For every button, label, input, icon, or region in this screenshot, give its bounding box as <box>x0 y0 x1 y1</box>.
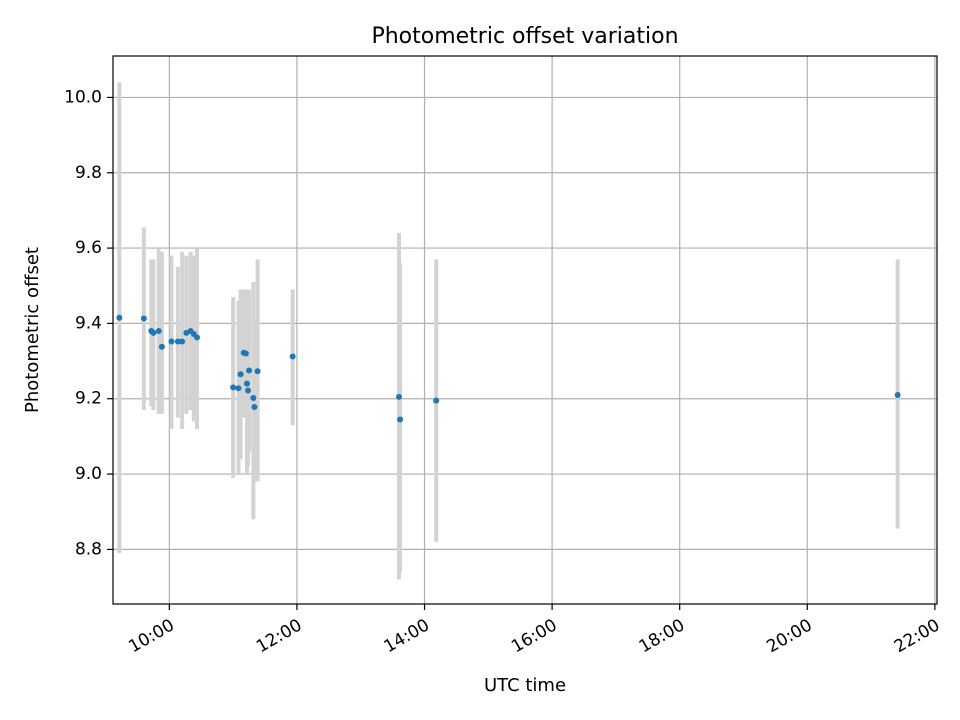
grid-layer <box>113 56 937 604</box>
y-tick-label: 10.0 <box>64 87 102 107</box>
data-point <box>243 380 250 387</box>
x-axis-label: UTC time <box>484 675 566 696</box>
data-point <box>230 384 237 391</box>
y-tick-label: 9.6 <box>75 238 102 258</box>
y-tick-label: 9.0 <box>75 464 102 484</box>
y-tick-label: 8.8 <box>75 539 102 559</box>
y-axis-ticks: 8.8 9.0 9.2 9.4 9.6 9.8 10.0 <box>64 87 113 559</box>
data-point <box>242 350 249 357</box>
plot-frame <box>112 55 938 605</box>
data-point <box>140 315 147 322</box>
data-point <box>168 338 175 345</box>
y-tick-label: 9.2 <box>75 389 102 409</box>
data-point <box>235 385 242 392</box>
data-point <box>193 334 200 341</box>
data-point <box>246 367 253 374</box>
data-point <box>116 314 123 321</box>
data-point <box>251 404 258 411</box>
data-point <box>155 327 162 334</box>
data-point <box>237 371 244 378</box>
y-axis-label: Photometric offset <box>22 247 43 413</box>
data-point <box>433 397 440 404</box>
data-point <box>245 387 252 394</box>
y-tick-label: 9.4 <box>75 313 102 333</box>
data-point <box>174 338 181 345</box>
data-point <box>158 343 165 350</box>
data-point <box>179 338 186 345</box>
data-point <box>396 393 403 400</box>
data-point <box>150 329 157 336</box>
chart-title: Photometric offset variation <box>371 24 678 49</box>
y-tick-label: 9.8 <box>75 163 102 183</box>
data-point <box>254 368 261 375</box>
point-layer <box>116 314 901 423</box>
data-point <box>894 391 901 398</box>
data-point <box>289 353 296 360</box>
data-point <box>250 394 257 401</box>
data-point <box>397 416 404 423</box>
